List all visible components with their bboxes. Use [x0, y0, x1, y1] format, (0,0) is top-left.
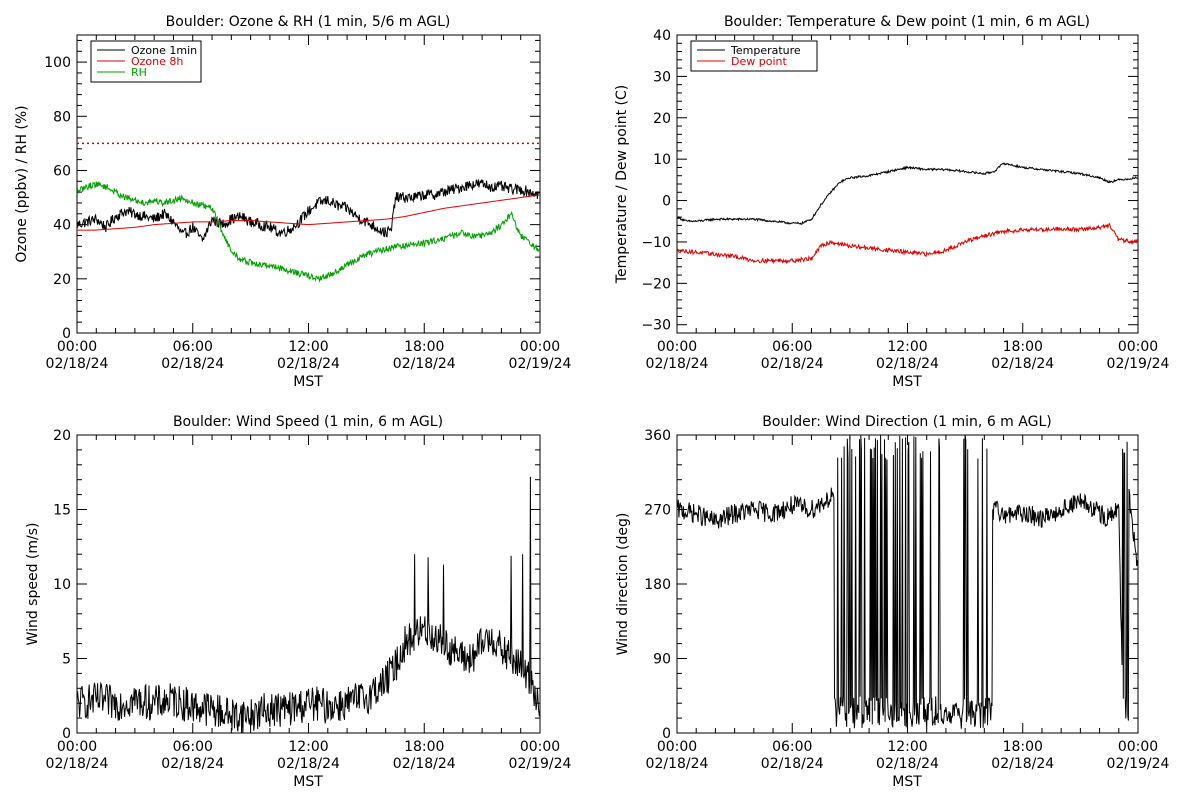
x-tick-label-time: 00:00: [657, 339, 697, 355]
series-line: [677, 435, 1138, 729]
x-tick-label-time: 18:00: [404, 339, 444, 355]
x-tick-label-date: 02/18/24: [393, 356, 456, 372]
x-tick-label-date: 02/18/24: [161, 356, 224, 372]
x-tick-label-date: 02/19/24: [1107, 756, 1170, 772]
wind-speed-panel: Boulder: Wind Speed (1 min, 6 m AGL) Win…: [25, 414, 572, 790]
y-tick-label: −10: [641, 235, 671, 251]
series-line-ozone-1min: [77, 178, 540, 242]
x-tick-label-time: 12:00: [288, 739, 328, 755]
y-tick-label: 80: [53, 109, 71, 125]
y-tick-label: 10: [53, 577, 71, 593]
temperature-dewpoint-panel: Boulder: Temperature & Dew point (1 min,…: [614, 14, 1170, 390]
x-tick-label-time: 06:00: [772, 739, 812, 755]
y-tick-label: 20: [653, 111, 671, 127]
y-tick-label: 5: [62, 652, 71, 668]
x-tick-label-date: 02/18/24: [991, 756, 1054, 772]
wind-direction-panel: Boulder: Wind Direction (1 min, 6 m AGL)…: [615, 414, 1170, 790]
x-tick-label-date: 02/18/24: [161, 756, 224, 772]
x-tick-label-date: 02/18/24: [876, 756, 939, 772]
x-tick-label-date: 02/18/24: [646, 756, 709, 772]
x-tick-label-date: 02/18/24: [646, 356, 709, 372]
x-tick-label-time: 00:00: [1118, 339, 1158, 355]
x-tick-label-date: 02/18/24: [277, 356, 340, 372]
series-line-rh: [77, 181, 540, 283]
x-tick-label-date: 02/18/24: [761, 356, 824, 372]
x-tick-label-date: 02/18/24: [991, 356, 1054, 372]
y-tick-label: 30: [653, 69, 671, 85]
x-tick-label-time: 00:00: [57, 739, 97, 755]
plot-frame: [76, 434, 541, 734]
y-tick-label: 0: [62, 326, 71, 342]
ozone-rh-panel: Boulder: Ozone & RH (1 min, 5/6 m AGL) O…: [14, 14, 572, 390]
legend-label: Ozone 1min: [131, 44, 197, 57]
x-tick-label-time: 00:00: [657, 739, 697, 755]
y-tick-label: 360: [644, 428, 671, 444]
x-tick-label-time: 00:00: [520, 339, 560, 355]
legend-label: RH: [131, 66, 147, 79]
temp-panel-ylabel: Temperature / Dew point (C): [614, 85, 630, 284]
x-tick-label-time: 12:00: [288, 339, 328, 355]
x-tick-label-time: 00:00: [520, 739, 560, 755]
x-tick-label-time: 06:00: [772, 339, 812, 355]
winddir-panel-ylabel: Wind direction (deg): [615, 513, 631, 656]
y-tick-label: 40: [53, 218, 71, 234]
x-tick-label-time: 18:00: [1003, 739, 1043, 755]
temp-panel-xlabel: MST: [892, 374, 922, 390]
y-tick-label: 180: [644, 577, 671, 593]
ozone-panel-xlabel: MST: [293, 374, 323, 390]
x-tick-label-date: 02/18/24: [277, 756, 340, 772]
x-tick-label-time: 06:00: [173, 339, 213, 355]
ozone-panel-ylabel: Ozone (ppbv) / RH (%): [14, 105, 30, 262]
legend-box: [690, 40, 818, 72]
series-line: [77, 476, 540, 733]
windspeed-panel-ylabel: Wind speed (m/s): [25, 523, 41, 646]
y-tick-label: 0: [62, 726, 71, 742]
legend-label: Temperature: [730, 44, 801, 57]
plot-frame: [676, 34, 1139, 334]
x-tick-label-time: 06:00: [173, 739, 213, 755]
series-line-temperature: [677, 162, 1138, 225]
winddir-panel-title: Boulder: Wind Direction (1 min, 6 m AGL): [762, 414, 1051, 430]
y-tick-label: 0: [662, 726, 671, 742]
ozone-panel-title: Boulder: Ozone & RH (1 min, 5/6 m AGL): [166, 14, 451, 30]
y-tick-label: −30: [641, 318, 671, 334]
y-tick-label: 10: [653, 152, 671, 168]
y-tick-label: 15: [53, 503, 71, 519]
y-tick-label: 60: [53, 163, 71, 179]
x-tick-label-time: 00:00: [57, 339, 97, 355]
x-tick-label-date: 02/19/24: [509, 756, 572, 772]
x-tick-label-time: 12:00: [887, 739, 927, 755]
winddir-panel-xlabel: MST: [892, 774, 922, 790]
y-tick-label: 40: [653, 28, 671, 44]
x-tick-label-date: 02/19/24: [1107, 356, 1170, 372]
series-line-ozone-8h: [77, 194, 540, 231]
y-tick-label: −20: [641, 276, 671, 292]
x-tick-label-time: 00:00: [1118, 739, 1158, 755]
temp-panel-title: Boulder: Temperature & Dew point (1 min,…: [724, 14, 1090, 30]
legend-label: Dew point: [731, 55, 787, 68]
y-tick-label: 100: [44, 55, 71, 71]
x-tick-label-time: 12:00: [887, 339, 927, 355]
windspeed-panel-xlabel: MST: [293, 774, 323, 790]
windspeed-panel-title: Boulder: Wind Speed (1 min, 6 m AGL): [173, 414, 443, 430]
y-tick-label: 0: [662, 194, 671, 210]
x-tick-label-date: 02/18/24: [46, 356, 109, 372]
y-tick-label: 20: [53, 272, 71, 288]
x-tick-label-time: 18:00: [1003, 339, 1043, 355]
series-line-dew-point: [677, 222, 1138, 265]
x-tick-label-date: 02/19/24: [509, 356, 572, 372]
x-tick-label-date: 02/18/24: [393, 756, 456, 772]
y-tick-label: 90: [653, 652, 671, 668]
y-tick-label: 20: [53, 428, 71, 444]
x-tick-label-date: 02/18/24: [46, 756, 109, 772]
x-tick-label-date: 02/18/24: [876, 356, 939, 372]
x-tick-label-time: 18:00: [404, 739, 444, 755]
x-tick-label-date: 02/18/24: [761, 756, 824, 772]
legend-label: Ozone 8h: [131, 55, 183, 68]
y-tick-label: 270: [644, 503, 671, 519]
